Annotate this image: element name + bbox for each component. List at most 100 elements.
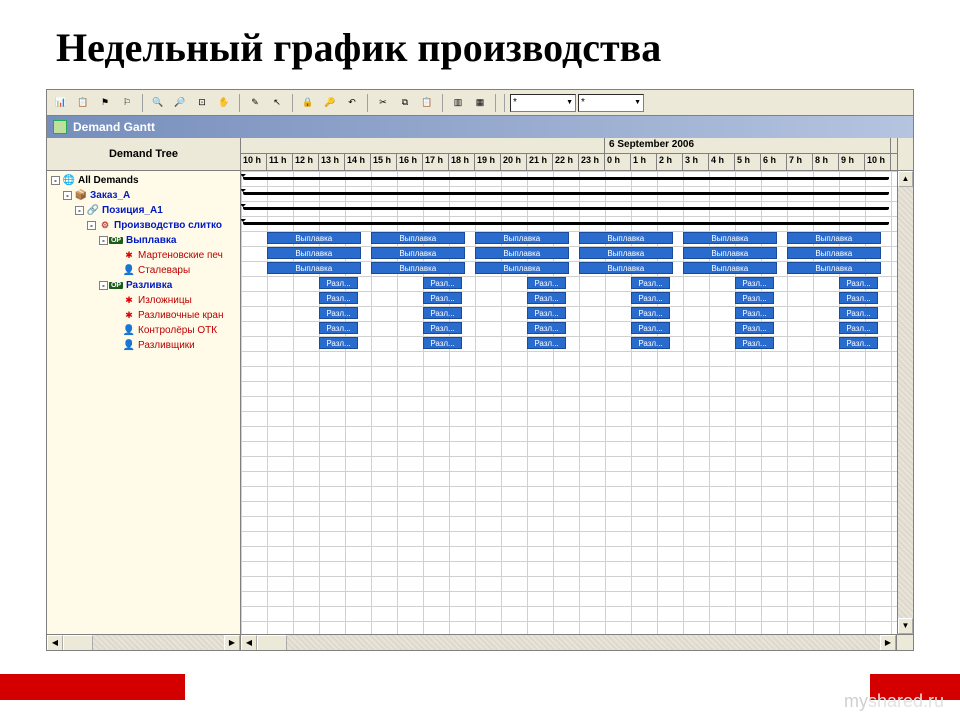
undo-button[interactable]: ↶ — [342, 93, 362, 113]
paste-button[interactable]: 📋 — [417, 93, 437, 113]
tree-item-resource[interactable]: 👤Разливщики — [47, 338, 240, 353]
tree-item-resource[interactable]: 👤Контролёры ОТК — [47, 323, 240, 338]
zoom-in-button[interactable]: 🔍 — [148, 93, 168, 113]
task-bar[interactable]: Разл... — [631, 322, 670, 334]
task-bar[interactable]: Выплавка — [787, 262, 881, 274]
task-bar[interactable]: Выплавка — [371, 247, 465, 259]
summary-bar[interactable] — [243, 222, 889, 225]
tree-item-process[interactable]: -⚙Производство слитко — [47, 218, 240, 233]
task-bar[interactable]: Разл... — [423, 322, 462, 334]
gantt-chart-panel[interactable]: Выплавка Выплавка Выплавка Выплавка Выплавка… — [241, 171, 897, 634]
task-bar[interactable]: Разл... — [839, 277, 878, 289]
tree-expand-toggle[interactable]: - — [87, 221, 96, 230]
task-bar[interactable]: Разл... — [423, 292, 462, 304]
tree-hscroll[interactable]: ◀ ▶ — [47, 635, 241, 650]
tree-hscroll-track[interactable] — [63, 635, 224, 650]
zoom-out-button[interactable]: 🔎 — [170, 93, 190, 113]
flag-dark-button[interactable]: ⚐ — [117, 93, 137, 113]
cols-button[interactable]: ▥ — [448, 93, 468, 113]
task-bar[interactable]: Выплавка — [371, 262, 465, 274]
task-bar[interactable]: Выплавка — [267, 262, 361, 274]
vscroll-track[interactable] — [898, 187, 913, 618]
pointer-button[interactable]: ↖ — [267, 93, 287, 113]
task-bar[interactable]: Разл... — [735, 337, 774, 349]
tree-item-resource[interactable]: ✱Мартеновские печ — [47, 248, 240, 263]
tree-expand-toggle[interactable]: - — [99, 281, 108, 290]
task-bar[interactable]: Разл... — [423, 277, 462, 289]
summary-bar[interactable] — [243, 192, 889, 195]
flag-red-button[interactable]: ⚑ — [95, 93, 115, 113]
summary-bar[interactable] — [243, 177, 889, 180]
view-button[interactable]: 📊 — [51, 93, 71, 113]
tree-item-operation[interactable]: -OPВыплавка — [47, 233, 240, 248]
scroll-up-button[interactable]: ▲ — [898, 171, 913, 187]
scroll-down-button[interactable]: ▼ — [898, 618, 913, 634]
task-bar[interactable]: Выплавка — [267, 247, 361, 259]
task-bar[interactable]: Разл... — [839, 322, 878, 334]
tree-item-order[interactable]: -📦Заказ_А — [47, 188, 240, 203]
tree-item-resource[interactable]: ✱Разливочные кран — [47, 308, 240, 323]
task-bar[interactable]: Выплавка — [371, 232, 465, 244]
task-bar[interactable]: Разл... — [423, 337, 462, 349]
gantt-hscroll-track[interactable] — [257, 635, 880, 650]
tree-scroll-right-button[interactable]: ▶ — [224, 635, 240, 650]
task-bar[interactable]: Выплавка — [787, 247, 881, 259]
task-bar[interactable]: Разл... — [319, 292, 358, 304]
task-bar[interactable]: Разл... — [839, 337, 878, 349]
task-bar[interactable]: Разл... — [319, 307, 358, 319]
task-bar[interactable]: Выплавка — [267, 232, 361, 244]
gantt-hscroll[interactable]: ◀ ▶ — [241, 635, 897, 650]
task-bar[interactable]: Разл... — [735, 277, 774, 289]
tree-item-resource[interactable]: ✱Изложницы — [47, 293, 240, 308]
toolbar-dropdown-0[interactable]: *▼ — [510, 94, 576, 112]
task-bar[interactable]: Разл... — [527, 307, 566, 319]
task-bar[interactable]: Разл... — [839, 292, 878, 304]
task-bar[interactable]: Выплавка — [475, 262, 569, 274]
grid-button[interactable]: ▦ — [470, 93, 490, 113]
task-bar[interactable]: Разл... — [527, 337, 566, 349]
tree-item-root[interactable]: -🌐All Demands — [47, 173, 240, 188]
tree-expand-toggle[interactable]: - — [75, 206, 84, 215]
task-bar[interactable]: Разл... — [631, 337, 670, 349]
task-bar[interactable]: Разл... — [735, 307, 774, 319]
task-bar[interactable]: Выплавка — [475, 232, 569, 244]
task-bar[interactable]: Выплавка — [579, 247, 673, 259]
tree-item-operation[interactable]: -OPРазливка — [47, 278, 240, 293]
task-bar[interactable]: Разл... — [319, 277, 358, 289]
task-bar[interactable]: Разл... — [631, 292, 670, 304]
brush-button[interactable]: ✎ — [245, 93, 265, 113]
zoom-fit-button[interactable]: ⊡ — [192, 93, 212, 113]
vertical-scrollbar[interactable]: ▲ ▼ — [897, 171, 913, 634]
task-bar[interactable]: Выплавка — [579, 262, 673, 274]
hand-button[interactable]: ✋ — [214, 93, 234, 113]
task-bar[interactable]: Разл... — [839, 307, 878, 319]
task-bar[interactable]: Выплавка — [683, 262, 777, 274]
tree-item-position[interactable]: -🔗Позиция_А1 — [47, 203, 240, 218]
tree-hscroll-thumb[interactable] — [63, 635, 93, 650]
task-bar[interactable]: Выплавка — [787, 232, 881, 244]
tree-item-resource[interactable]: 👤Сталевары — [47, 263, 240, 278]
task-bar[interactable]: Разл... — [527, 277, 566, 289]
task-bar[interactable]: Выплавка — [579, 232, 673, 244]
task-bar[interactable]: Разл... — [735, 292, 774, 304]
task-bar[interactable]: Разл... — [527, 322, 566, 334]
task-bar[interactable]: Разл... — [631, 307, 670, 319]
task-bar[interactable]: Разл... — [319, 322, 358, 334]
lock-button[interactable]: 🔒 — [298, 93, 318, 113]
tree-scroll-left-button[interactable]: ◀ — [47, 635, 63, 650]
gantt-scroll-left-button[interactable]: ◀ — [241, 635, 257, 650]
cut-button[interactable]: ✂ — [373, 93, 393, 113]
task-bar[interactable]: Разл... — [631, 277, 670, 289]
key-button[interactable]: 🔑 — [320, 93, 340, 113]
tree-expand-toggle[interactable]: - — [99, 236, 108, 245]
tree-expand-toggle[interactable]: - — [51, 176, 60, 185]
task-bar[interactable]: Разл... — [527, 292, 566, 304]
task-bar[interactable]: Разл... — [319, 337, 358, 349]
task-bar[interactable]: Выплавка — [683, 247, 777, 259]
task-bar[interactable]: Выплавка — [475, 247, 569, 259]
summary-bar[interactable] — [243, 207, 889, 210]
toolbar-dropdown-1[interactable]: *▼ — [578, 94, 644, 112]
task-bar[interactable]: Выплавка — [683, 232, 777, 244]
gantt-hscroll-thumb[interactable] — [257, 635, 287, 650]
props-button[interactable]: 📋 — [73, 93, 93, 113]
